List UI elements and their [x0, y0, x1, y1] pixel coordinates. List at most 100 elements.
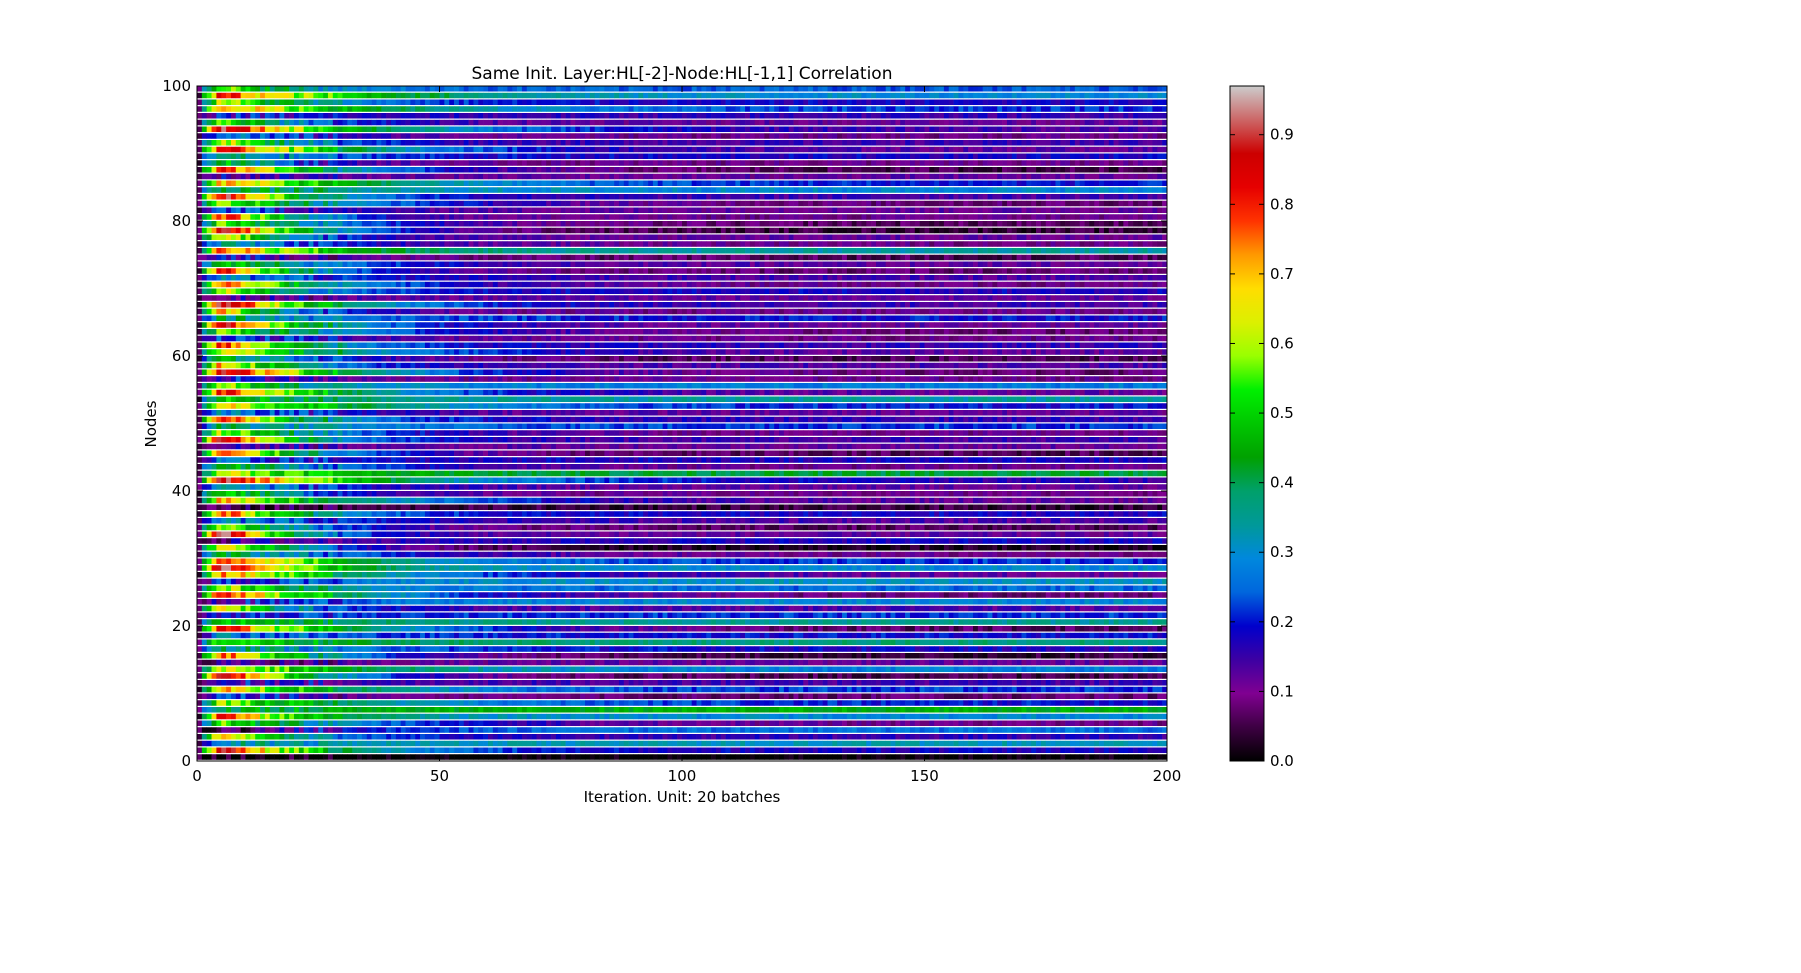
heatmap-cell — [1002, 687, 1007, 693]
heatmap-cell — [1157, 687, 1162, 693]
heatmap-cell — [949, 653, 954, 659]
heatmap-cell — [483, 633, 488, 639]
heatmap-cell — [963, 707, 968, 713]
heatmap-cell — [1133, 613, 1138, 619]
heatmap-cell — [978, 727, 983, 733]
heatmap-cell — [299, 694, 304, 700]
heatmap-cell — [857, 707, 862, 713]
heatmap-cell — [619, 592, 624, 598]
heatmap-cell — [1017, 727, 1022, 733]
heatmap-cell — [852, 673, 857, 679]
heatmap-cell — [585, 653, 590, 659]
heatmap-cell — [803, 734, 808, 740]
heatmap-cell — [1089, 700, 1094, 706]
heatmap-cell — [527, 687, 532, 693]
heatmap-cell — [493, 633, 498, 639]
heatmap-cell — [944, 660, 949, 666]
heatmap-cell — [968, 619, 973, 625]
heatmap-cell — [852, 626, 857, 632]
heatmap-cell — [842, 667, 847, 673]
heatmap-cell — [1094, 626, 1099, 632]
heatmap-cell — [638, 680, 643, 686]
heatmap-cell — [1133, 640, 1138, 646]
heatmap-cell — [638, 613, 643, 619]
heatmap-cell — [653, 613, 658, 619]
heatmap-cell — [1007, 687, 1012, 693]
heatmap-cell — [1157, 599, 1162, 605]
heatmap-cell — [1060, 694, 1065, 700]
heatmap-cell — [265, 592, 270, 598]
heatmap-cell — [483, 646, 488, 652]
heatmap-cell — [376, 673, 381, 679]
heatmap-cell — [401, 633, 406, 639]
heatmap-cell — [488, 700, 493, 706]
heatmap-cell — [343, 727, 348, 733]
heatmap-cell — [1007, 613, 1012, 619]
heatmap-cell — [735, 640, 740, 646]
heatmap-cell — [1041, 754, 1046, 760]
heatmap-cell — [692, 734, 697, 740]
heatmap-cell — [323, 640, 328, 646]
heatmap-cell — [1080, 626, 1085, 632]
heatmap-cell — [973, 613, 978, 619]
heatmap-cell — [920, 626, 925, 632]
heatmap-cell — [784, 707, 789, 713]
heatmap-cell — [667, 748, 672, 754]
heatmap-cell — [1104, 754, 1109, 760]
heatmap-cell — [197, 721, 202, 727]
heatmap-cell — [527, 707, 532, 713]
heatmap-cell — [823, 707, 828, 713]
heatmap-cell — [1046, 727, 1051, 733]
heatmap-cell — [507, 748, 512, 754]
heatmap-cell — [1036, 734, 1041, 740]
heatmap-cell — [1133, 626, 1138, 632]
heatmap-cell — [396, 707, 401, 713]
heatmap-cell — [459, 640, 464, 646]
heatmap-cell — [241, 613, 246, 619]
heatmap-cell — [1143, 606, 1148, 612]
heatmap-cell — [590, 707, 595, 713]
heatmap-cell — [784, 680, 789, 686]
heatmap-cell — [318, 748, 323, 754]
heatmap-cell — [406, 741, 411, 747]
heatmap-cell — [682, 694, 687, 700]
heatmap-cell — [978, 633, 983, 639]
heatmap-cell — [1022, 721, 1027, 727]
heatmap-cell — [619, 633, 624, 639]
heatmap-cell — [828, 633, 833, 639]
heatmap-cell — [760, 754, 765, 760]
heatmap-cell — [716, 714, 721, 720]
heatmap-cell — [338, 667, 343, 673]
heatmap-cell — [823, 741, 828, 747]
heatmap-cell — [808, 707, 813, 713]
heatmap-cell — [1022, 673, 1027, 679]
heatmap-cell — [590, 626, 595, 632]
heatmap-cell — [978, 613, 983, 619]
heatmap-cell — [871, 613, 876, 619]
heatmap-cell — [299, 640, 304, 646]
heatmap-cell — [464, 592, 469, 598]
heatmap-cell — [313, 748, 318, 754]
heatmap-cell — [600, 748, 605, 754]
heatmap-cell — [891, 606, 896, 612]
heatmap-cell — [600, 707, 605, 713]
heatmap-cell — [789, 599, 794, 605]
heatmap-cell — [396, 680, 401, 686]
heatmap-cell — [682, 599, 687, 605]
heatmap-cell — [997, 748, 1002, 754]
heatmap-cell — [1148, 599, 1153, 605]
heatmap-cell — [764, 660, 769, 666]
heatmap-cell — [449, 646, 454, 652]
heatmap-cell — [794, 741, 799, 747]
heatmap-cell — [1031, 606, 1036, 612]
heatmap-cell — [769, 748, 774, 754]
heatmap-cell — [672, 727, 677, 733]
heatmap-cell — [871, 646, 876, 652]
heatmap-cell — [561, 667, 566, 673]
heatmap-cell — [648, 613, 653, 619]
heatmap-cell — [658, 613, 663, 619]
heatmap-cell — [891, 673, 896, 679]
heatmap-cell — [852, 748, 857, 754]
heatmap-cell — [774, 640, 779, 646]
heatmap-cell — [794, 619, 799, 625]
